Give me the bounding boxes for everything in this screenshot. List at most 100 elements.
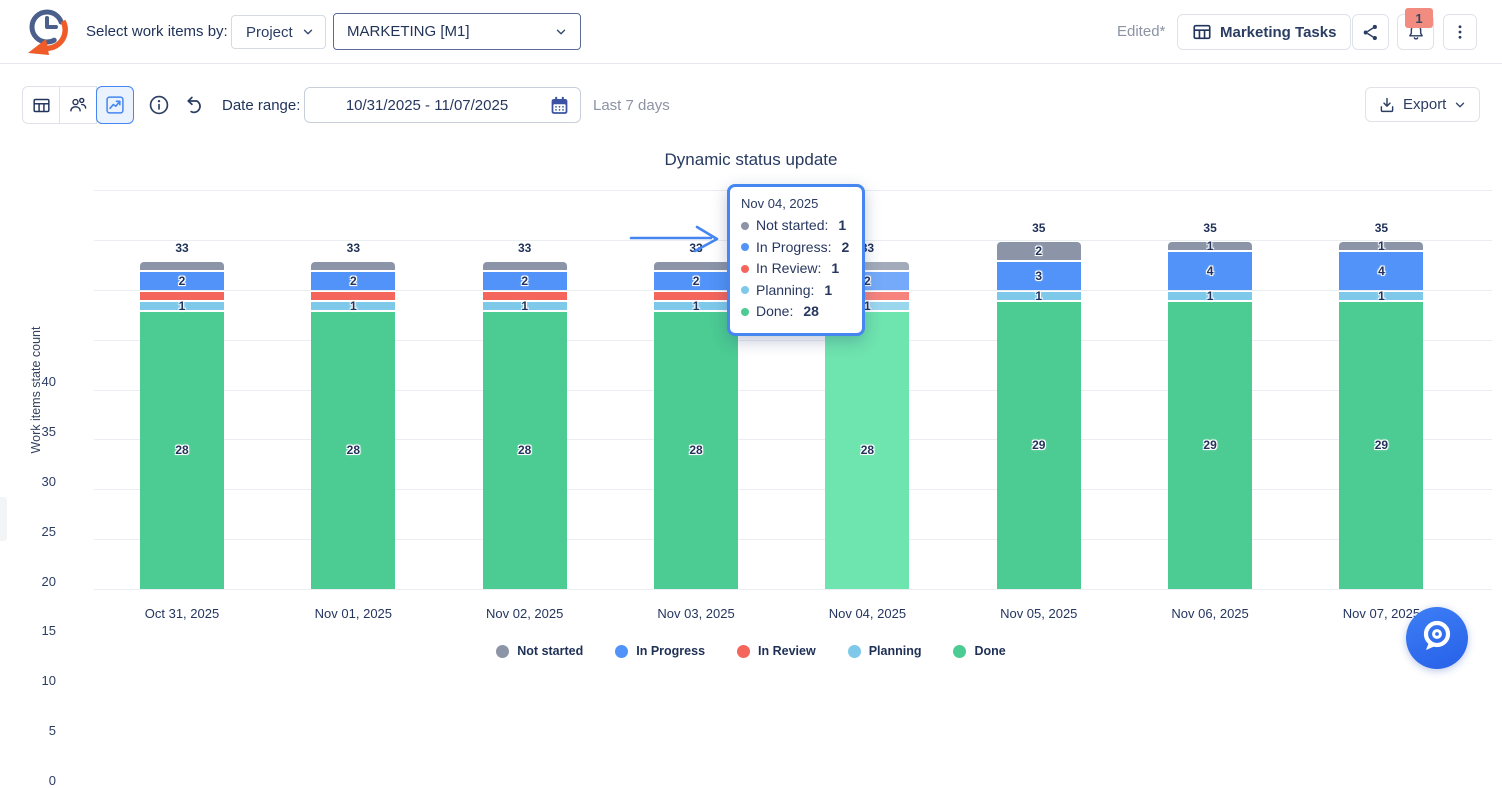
y-axis-ticks: 0 5 10 15 20 25 30 35 40: [0, 191, 80, 788]
bar-segment-value: 4: [1206, 263, 1214, 278]
y-tick-label: 10: [41, 673, 56, 689]
bar-segment-done[interactable]: 28: [482, 311, 567, 589]
bar-segment-in-progress[interactable]: 2: [140, 271, 224, 290]
date-range-hint: Last 7 days: [593, 97, 670, 114]
legend-item-in-review[interactable]: In Review: [737, 644, 816, 658]
app-logo-clock-icon: [24, 6, 72, 60]
bar-segment-planning[interactable]: 1: [996, 288, 1081, 303]
bar-segment-planning[interactable]: 1: [654, 299, 739, 313]
bar-segment-planning[interactable]: 1: [482, 299, 567, 313]
bar-segment-value: 29: [1374, 438, 1389, 453]
legend-item-planning[interactable]: Planning: [847, 644, 921, 658]
bar-segment-not-started[interactable]: [825, 261, 910, 270]
gridline: [94, 539, 1492, 541]
bar-segment-planning[interactable]: 1: [1168, 289, 1253, 303]
assistant-chat-button[interactable]: [1406, 607, 1468, 669]
bar-segment-not-started[interactable]: [654, 261, 739, 270]
bar-segment-done[interactable]: 29: [1339, 301, 1424, 589]
legend-item-not-started[interactable]: Not started: [496, 644, 583, 658]
tooltip-label: In Progress:: [756, 238, 832, 255]
y-tick-label: 15: [41, 623, 56, 639]
bar-total-label: 35: [1203, 220, 1217, 235]
select-work-items-label: Select work items by:: [86, 23, 228, 40]
share-icon: [1363, 24, 1377, 40]
x-axis-label: Nov 03, 2025: [657, 606, 735, 621]
board-select[interactable]: MARKETING [M1]: [333, 13, 581, 50]
bar-segment-in-progress[interactable]: 3: [996, 261, 1081, 290]
bar-segment-not-started[interactable]: [482, 261, 567, 270]
bar-segment-planning[interactable]: 1: [311, 299, 396, 313]
gridline: [94, 439, 1492, 441]
bar-segment-planning[interactable]: 1: [1339, 288, 1424, 303]
board-button[interactable]: Marketing Tasks: [1177, 14, 1352, 50]
legend-item-done[interactable]: Done: [953, 644, 1006, 658]
x-axis-label: Nov 07, 2025: [1342, 606, 1421, 621]
tooltip-date: Nov 04, 2025: [741, 196, 819, 211]
refresh-button[interactable]: [183, 93, 207, 117]
bar-segment-in-review[interactable]: [482, 291, 567, 300]
gridline: [94, 489, 1492, 491]
bar-segment-value: 29: [1203, 438, 1217, 453]
bar-segment-value: 28: [175, 443, 189, 458]
bar-segment-value: 2: [350, 273, 357, 288]
bar-segment-value: 1: [1378, 288, 1385, 303]
people-view-button[interactable]: [59, 86, 97, 124]
date-range-label: Date range:: [222, 97, 301, 114]
bar-segment-done[interactable]: 28: [654, 311, 739, 589]
bar-segment-in-progress[interactable]: 4: [1168, 251, 1253, 290]
gridline: [94, 389, 1492, 391]
legend-item-in-progress[interactable]: In Progress: [615, 644, 705, 658]
bar-total-label: 35: [1374, 220, 1389, 235]
bar-segment-value: 28: [860, 443, 875, 458]
bar-segment-not-started[interactable]: [311, 261, 396, 270]
chart-tooltip: Nov 04, 2025 Not started: 1 In Progress: 2 I…: [727, 184, 866, 336]
bar-segment-in-progress[interactable]: 2: [311, 271, 396, 290]
info-icon: [149, 95, 169, 115]
bar-segment-in-review[interactable]: [311, 291, 396, 300]
bar-segment-value: 2: [1035, 243, 1043, 258]
info-button[interactable]: [147, 93, 171, 117]
export-button-label: Export: [1403, 96, 1447, 113]
tooltip-dot: [741, 243, 749, 252]
board-button-label: Marketing Tasks: [1220, 23, 1337, 41]
bar-segment-in-review[interactable]: [140, 291, 224, 300]
date-range-value: 10/31/2025 - 11/07/2025: [345, 96, 509, 114]
date-range-input[interactable]: 10/31/2025 - 11/07/2025: [304, 87, 581, 123]
bar-segment-done[interactable]: 28: [311, 311, 396, 589]
bar-segment-in-progress[interactable]: 2: [654, 271, 739, 290]
bar-segment-value: 2: [521, 273, 529, 288]
bar-segment-in-review[interactable]: [654, 291, 739, 300]
bar-segment-value: 1: [178, 298, 186, 313]
more-options-button[interactable]: [1443, 14, 1477, 50]
tooltip-value: 2: [841, 238, 850, 255]
bar-segment-planning[interactable]: 1: [825, 299, 910, 313]
bar-segment-value: 1: [1035, 288, 1043, 303]
legend-dot: [615, 644, 629, 658]
bar-segment-done[interactable]: 28: [825, 311, 910, 589]
bar-segment-in-review[interactable]: [825, 291, 910, 300]
notification-badge: 1: [1405, 8, 1433, 28]
bar-segment-value: 28: [689, 443, 703, 458]
bar-segment-done[interactable]: 29: [1168, 301, 1253, 589]
share-button[interactable]: [1352, 14, 1389, 50]
calendar-icon: [551, 96, 568, 114]
export-button[interactable]: Export: [1365, 87, 1481, 122]
bar-segment-done[interactable]: 28: [140, 311, 224, 589]
y-tick-label: 40: [41, 374, 56, 389]
project-dropdown[interactable]: Project: [231, 15, 326, 49]
bar-segment-not-started[interactable]: 2: [996, 241, 1081, 260]
legend-dot: [496, 644, 510, 658]
bar-segment-not-started[interactable]: 1: [1168, 239, 1253, 253]
bar-segment-done[interactable]: 29: [996, 301, 1081, 589]
plot-area: 28 1 2 33 Oct 31, 2025 28 1 2 33 Nov 01, 2025 28 1 2…: [94, 190, 1492, 621]
bar-segment-value: 2: [692, 273, 700, 288]
chart-view-button[interactable]: [96, 86, 134, 124]
table-view-button[interactable]: [22, 86, 60, 124]
board-select-value: MARKETING [M1]: [347, 23, 470, 40]
table-icon: [1193, 24, 1211, 40]
bar-segment-not-started[interactable]: 1: [1339, 239, 1424, 253]
bar-segment-in-progress[interactable]: 2: [482, 271, 567, 290]
bar-segment-not-started[interactable]: [140, 261, 224, 270]
bar-segment-planning[interactable]: 1: [140, 298, 224, 313]
bar-segment-in-progress[interactable]: 4: [1339, 251, 1424, 290]
